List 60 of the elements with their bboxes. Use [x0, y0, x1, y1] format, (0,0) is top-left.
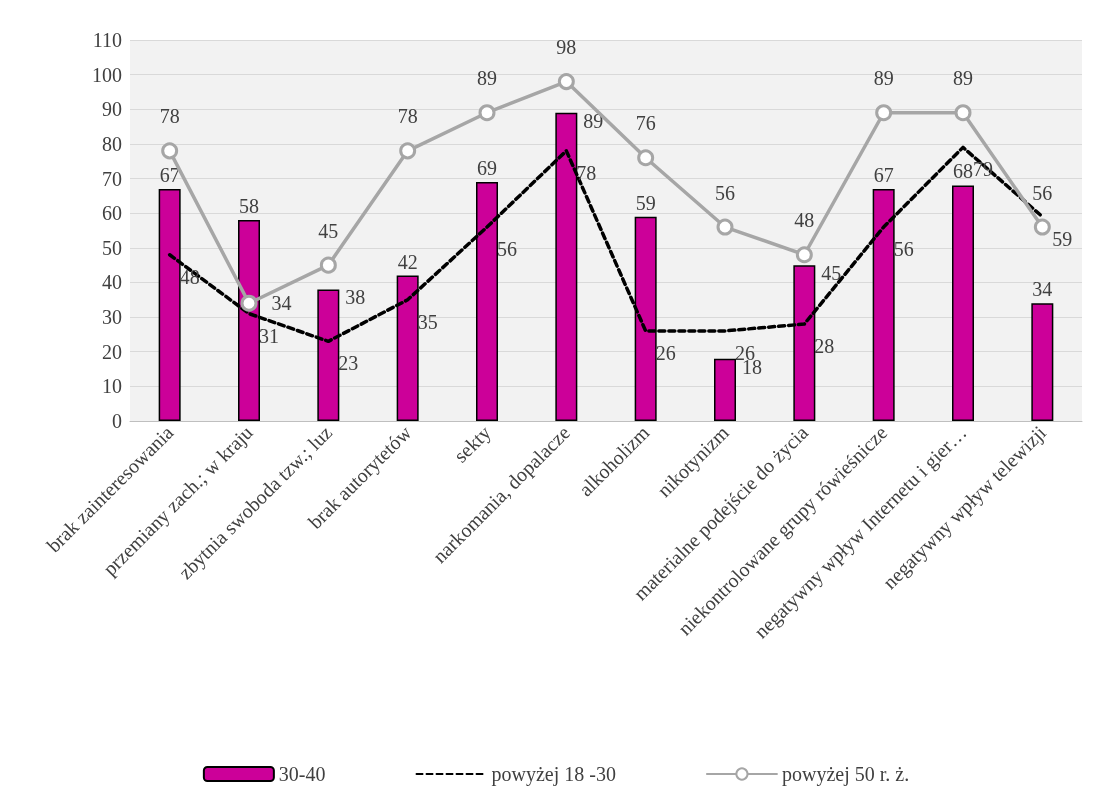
point: [240, 294, 258, 312]
data-label: 48: [794, 209, 815, 232]
y-tick-label: 40: [102, 271, 122, 294]
point: [795, 246, 813, 264]
bar: [714, 358, 736, 421]
point: [954, 104, 972, 122]
point: [319, 256, 337, 274]
data-label: 78: [397, 105, 418, 128]
data-label: 45: [318, 219, 339, 242]
data-label: 67: [873, 163, 894, 186]
y-tick-label: 100: [92, 63, 122, 86]
data-label: 89: [477, 67, 497, 90]
data-label: 23: [338, 352, 359, 375]
data-label: 56: [1032, 181, 1053, 204]
y-tick-label: 90: [102, 98, 122, 121]
legend-label: powyżej 18 -30: [491, 763, 616, 786]
data-label: 58: [239, 195, 259, 218]
point: [161, 142, 179, 160]
y-tick-label: 20: [102, 340, 122, 363]
y-tick-label: 10: [102, 375, 122, 398]
data-label: 38: [345, 286, 366, 309]
data-label: 68: [953, 160, 973, 183]
data-label: 34: [271, 292, 292, 315]
y-tick-label: 80: [102, 132, 122, 155]
y-tick-label: 0: [112, 410, 122, 432]
data-label: 69: [477, 157, 497, 180]
data-label: 34: [1032, 278, 1053, 301]
data-label: 78: [159, 105, 180, 128]
point: [875, 104, 893, 122]
data-label: 56: [893, 238, 914, 261]
point: [1033, 218, 1051, 236]
data-label: 59: [635, 191, 656, 214]
data-label: 56: [715, 181, 735, 204]
bar: [952, 185, 974, 421]
y-tick-label: 110: [92, 29, 122, 51]
data-label: 78: [576, 161, 597, 184]
point: [557, 73, 575, 91]
data-label: 31: [259, 324, 279, 347]
data-label: 89: [953, 67, 973, 90]
bar: [1031, 303, 1054, 421]
y-tick-label: 30: [102, 306, 122, 329]
data-label: 56: [497, 238, 517, 261]
data-label: 89: [583, 109, 604, 132]
data-label: 67: [159, 163, 180, 186]
data-label: 89: [873, 67, 894, 90]
legend-label: powyżej 50 r. ż.: [781, 763, 910, 786]
point: [399, 142, 417, 160]
y-tick-label: 60: [102, 202, 122, 225]
y-tick-label: 50: [102, 236, 122, 259]
data-label: 98: [556, 36, 577, 59]
data-label: 45: [821, 262, 842, 285]
legend-label: 30-40: [278, 763, 326, 785]
data-label: 76: [635, 112, 656, 135]
point: [637, 149, 655, 167]
data-label: 28: [814, 335, 835, 358]
y-tick-label: 70: [102, 167, 122, 190]
data-label: 59: [1052, 227, 1073, 250]
point: [716, 218, 734, 236]
data-label: 42: [397, 250, 418, 273]
point: [478, 104, 496, 122]
